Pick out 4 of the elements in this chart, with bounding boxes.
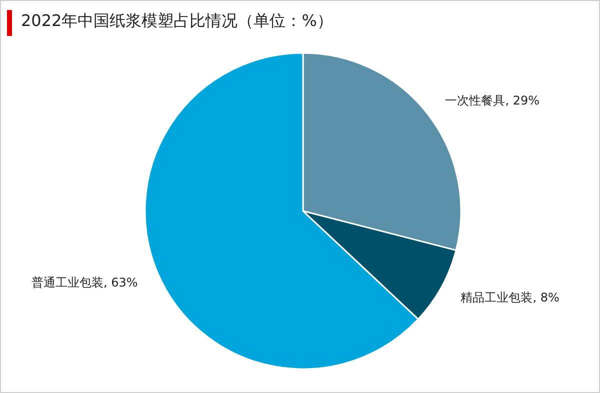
slice-label: 精品工业包装, 8% <box>460 290 560 305</box>
chart-title: 2022年中国纸浆模塑占比情况（单位：%） <box>21 11 333 32</box>
slice-label: 一次性餐具, 29% <box>445 94 540 108</box>
slice-label: 普通工业包装, 63% <box>31 275 138 290</box>
